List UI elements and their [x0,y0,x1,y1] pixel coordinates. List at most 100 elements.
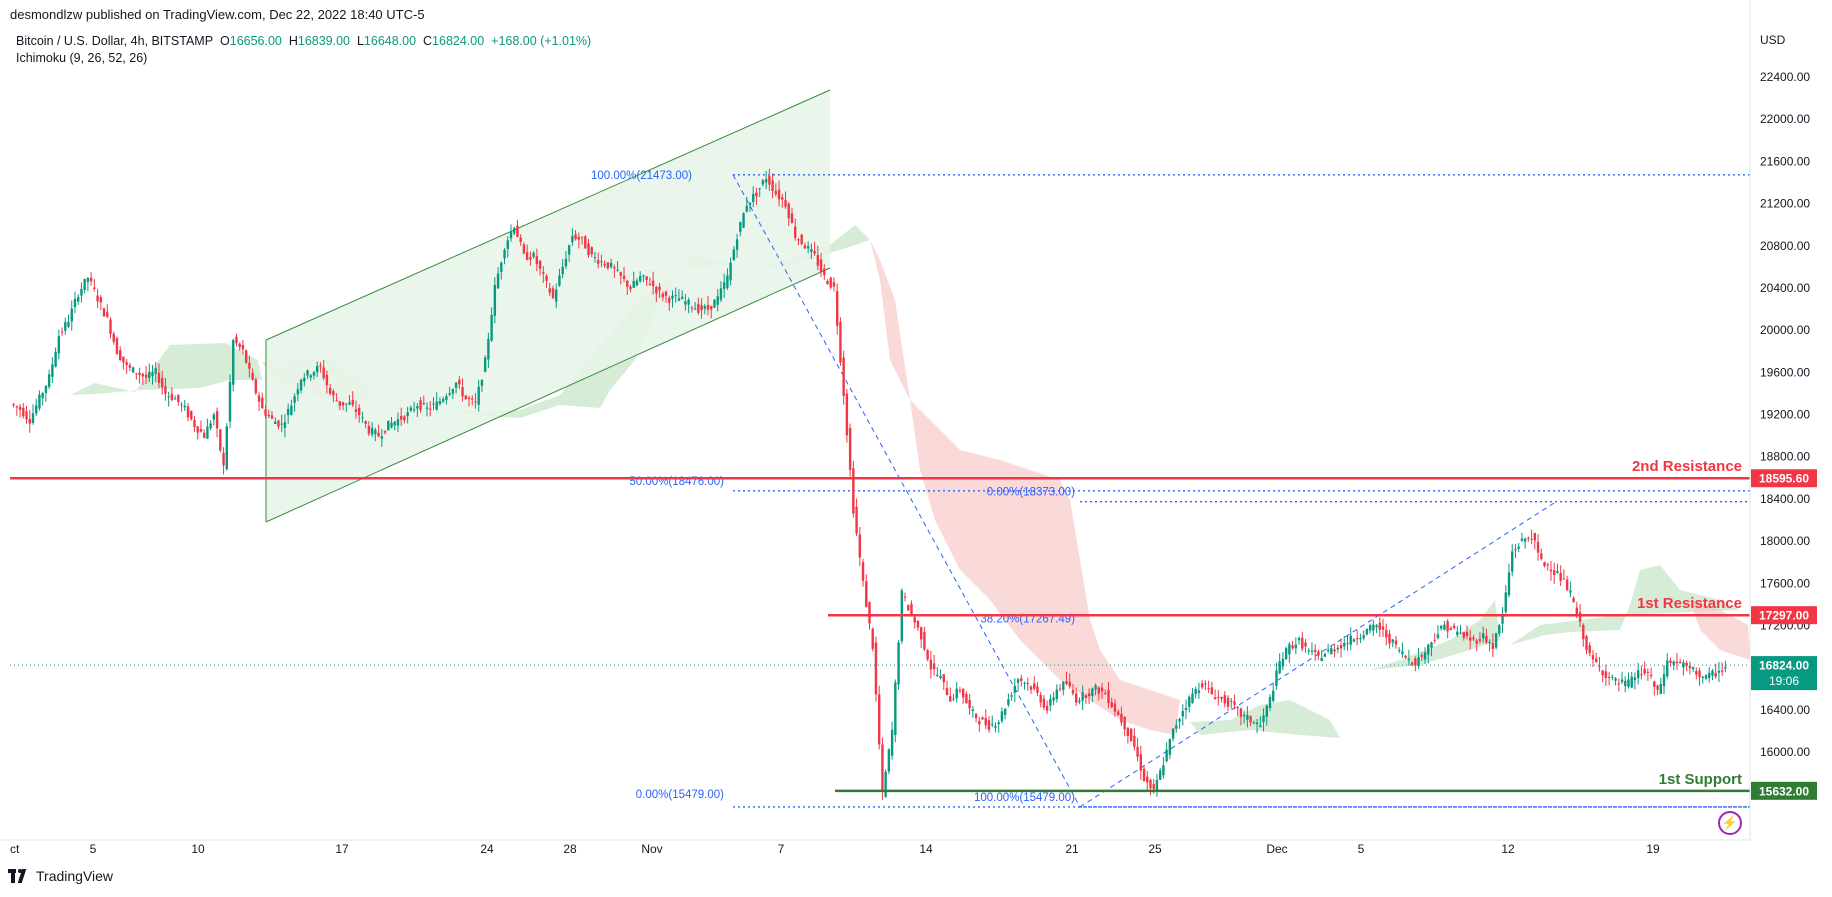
candle-body [1272,690,1275,701]
level-price-text: 15632.00 [1759,784,1809,798]
candle-body [823,268,826,276]
candle-body [1514,549,1517,551]
candle-body [1714,672,1717,677]
candle-body [44,385,48,393]
candle-body [677,298,681,301]
candle-body [848,428,852,470]
candle-body [131,367,135,373]
price-tick-label: 20400.00 [1760,281,1810,295]
candle-body [997,722,1000,725]
candle-body [1120,713,1123,723]
candle-body [22,407,25,417]
candle-body [1633,677,1637,680]
candle-body [467,397,471,400]
candle-body [638,276,642,282]
candle-body [1330,648,1333,655]
candle-body [106,312,109,317]
candle-body [739,222,742,232]
candle-body [60,331,64,333]
price-tick-label: 16000.00 [1760,745,1810,759]
candle-body [1614,678,1617,681]
level-price-text: 17297.00 [1759,609,1809,623]
time-tick-label: 7 [778,842,785,856]
candle-body [642,275,645,277]
candle-body [1336,647,1340,650]
candle-body [577,237,581,240]
candle-body [890,729,894,756]
time-axis[interactable]: ct 5 10 17 24 28 Nov 7 14 21 25 Dec 5 12 19 [0,839,1750,856]
candle-body [987,720,991,730]
candle-body [1708,672,1711,679]
candle-body [31,413,35,423]
candle-body [261,397,264,409]
candle-body [716,296,719,305]
candle-body [858,534,862,558]
candle-body [1152,784,1155,789]
candle-body [1162,765,1165,776]
candle-body [1023,682,1026,684]
candle-body [1436,634,1440,638]
candle-body [961,688,965,698]
candle-body [926,650,929,660]
candle-body [1291,645,1294,649]
lightning-icon[interactable]: ⚡ [1718,811,1742,835]
candle-body [939,675,942,679]
candle-body [496,273,500,289]
candle-body [1430,642,1433,648]
candle-body [813,251,816,254]
candle-body [1420,655,1423,657]
candle-body [1068,681,1071,687]
candle-body [787,203,790,219]
candle-body [668,298,671,303]
candle-body [1181,711,1184,717]
candle-body [574,234,577,240]
candle-body [1640,674,1643,676]
price-axis[interactable]: USD 22400.00 22000.00 21600.00 21200.00 20800… [1749,0,1817,840]
candle-body [580,236,584,238]
price-tick-label: 21200.00 [1760,197,1810,211]
candle-body [1042,698,1046,708]
publisher-line: desmondlzw published on TradingView.com,… [10,7,425,22]
price-tick-label: 22000.00 [1760,112,1810,126]
candle-body [923,632,926,650]
fib-label: 100.00%(15479.00) [974,792,1075,804]
fib-label: 0.00%(15479.00) [636,789,724,801]
candle-body [1091,688,1094,696]
candle-body [1075,693,1078,703]
candle-body [593,257,597,259]
candle-body [432,403,435,405]
candle-body [1281,658,1285,667]
candle-body [874,642,878,695]
price-tick-label: 22400.00 [1760,70,1810,84]
candle-body [1026,682,1029,684]
candle-body [351,400,354,405]
candle-body [296,389,300,395]
candle-body [1333,649,1336,652]
candle-body [167,396,170,398]
candle-body [122,356,125,363]
candle-body [1136,746,1139,757]
candle-body [1407,658,1411,660]
price-tick-label: 20000.00 [1760,323,1810,337]
candle-body [671,295,674,299]
candle-body [109,319,112,334]
candle-body [784,200,787,207]
price-tick-label: 20800.00 [1760,239,1810,253]
candle-body [306,370,309,376]
candle-body [1494,633,1498,648]
candle-body [974,713,978,719]
candle-body [409,407,413,411]
candle-body [219,429,222,451]
candle-body [1275,670,1278,686]
candle-body [238,343,241,348]
candle-body [493,285,497,316]
candle-body [548,288,551,293]
candle-body [1643,668,1646,674]
candle-body [374,430,377,435]
last-price-tag [1751,656,1817,691]
candle-body [471,398,474,400]
candle-body [215,411,219,429]
candle-body [1139,754,1142,771]
candle-body [396,419,400,426]
